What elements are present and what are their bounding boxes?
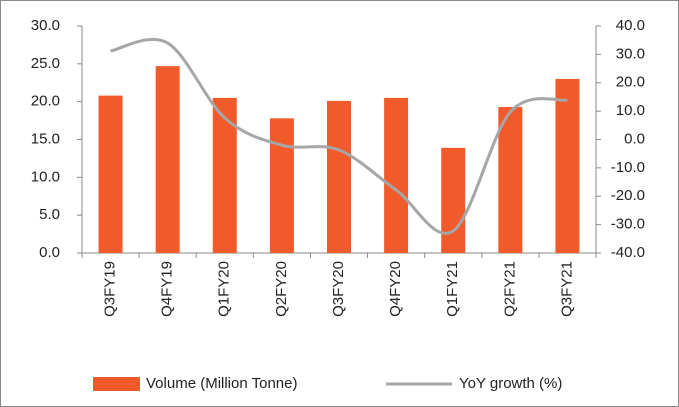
y-tick-label: 10.0 bbox=[31, 168, 60, 185]
x-tick-label: Q4FY19 bbox=[159, 261, 176, 317]
bar bbox=[327, 100, 351, 253]
legend-label: Volume (Million Tonne) bbox=[146, 375, 297, 392]
bar bbox=[98, 95, 123, 253]
y2-tick-label: 0.0 bbox=[624, 130, 645, 147]
bar bbox=[384, 97, 409, 253]
x-tick-label: Q3FY19 bbox=[102, 261, 119, 317]
bar bbox=[498, 106, 523, 253]
y-tick-label: 5.0 bbox=[39, 206, 60, 223]
x-tick-label: Q4FY20 bbox=[387, 261, 404, 317]
legend-label: YoY growth (%) bbox=[459, 375, 562, 392]
y-tick-label: 30.0 bbox=[31, 17, 60, 34]
bar bbox=[269, 118, 294, 254]
y-tick-label: 25.0 bbox=[31, 55, 60, 72]
x-tick-label: Q3FY20 bbox=[330, 261, 347, 317]
legend-swatch bbox=[93, 377, 140, 391]
y-tick-label: 20.0 bbox=[31, 93, 60, 110]
y-tick-label: 0.0 bbox=[39, 244, 60, 261]
bar bbox=[155, 66, 180, 253]
x-tick-label: Q2FY20 bbox=[273, 261, 290, 317]
bar bbox=[555, 78, 580, 253]
y2-tick-label: -10.0 bbox=[611, 159, 645, 176]
y2-tick-label: 20.0 bbox=[616, 74, 645, 91]
bar bbox=[212, 97, 237, 253]
y2-tick-label: 10.0 bbox=[616, 102, 645, 119]
x-tick-label: Q1FY21 bbox=[444, 261, 461, 317]
y-tick-label: 15.0 bbox=[31, 130, 60, 147]
y2-tick-label: 40.0 bbox=[616, 17, 645, 34]
line bbox=[110, 37, 568, 235]
y2-tick-label: -40.0 bbox=[611, 244, 645, 261]
x-tick-label: Q1FY20 bbox=[216, 261, 233, 317]
x-tick-label: Q3FY21 bbox=[558, 261, 575, 317]
y2-tick-label: 30.0 bbox=[616, 45, 645, 62]
bar bbox=[441, 147, 466, 253]
x-tick-label: Q2FY21 bbox=[501, 261, 518, 317]
y2-tick-label: -30.0 bbox=[611, 216, 645, 233]
y2-tick-label: -20.0 bbox=[611, 187, 645, 204]
